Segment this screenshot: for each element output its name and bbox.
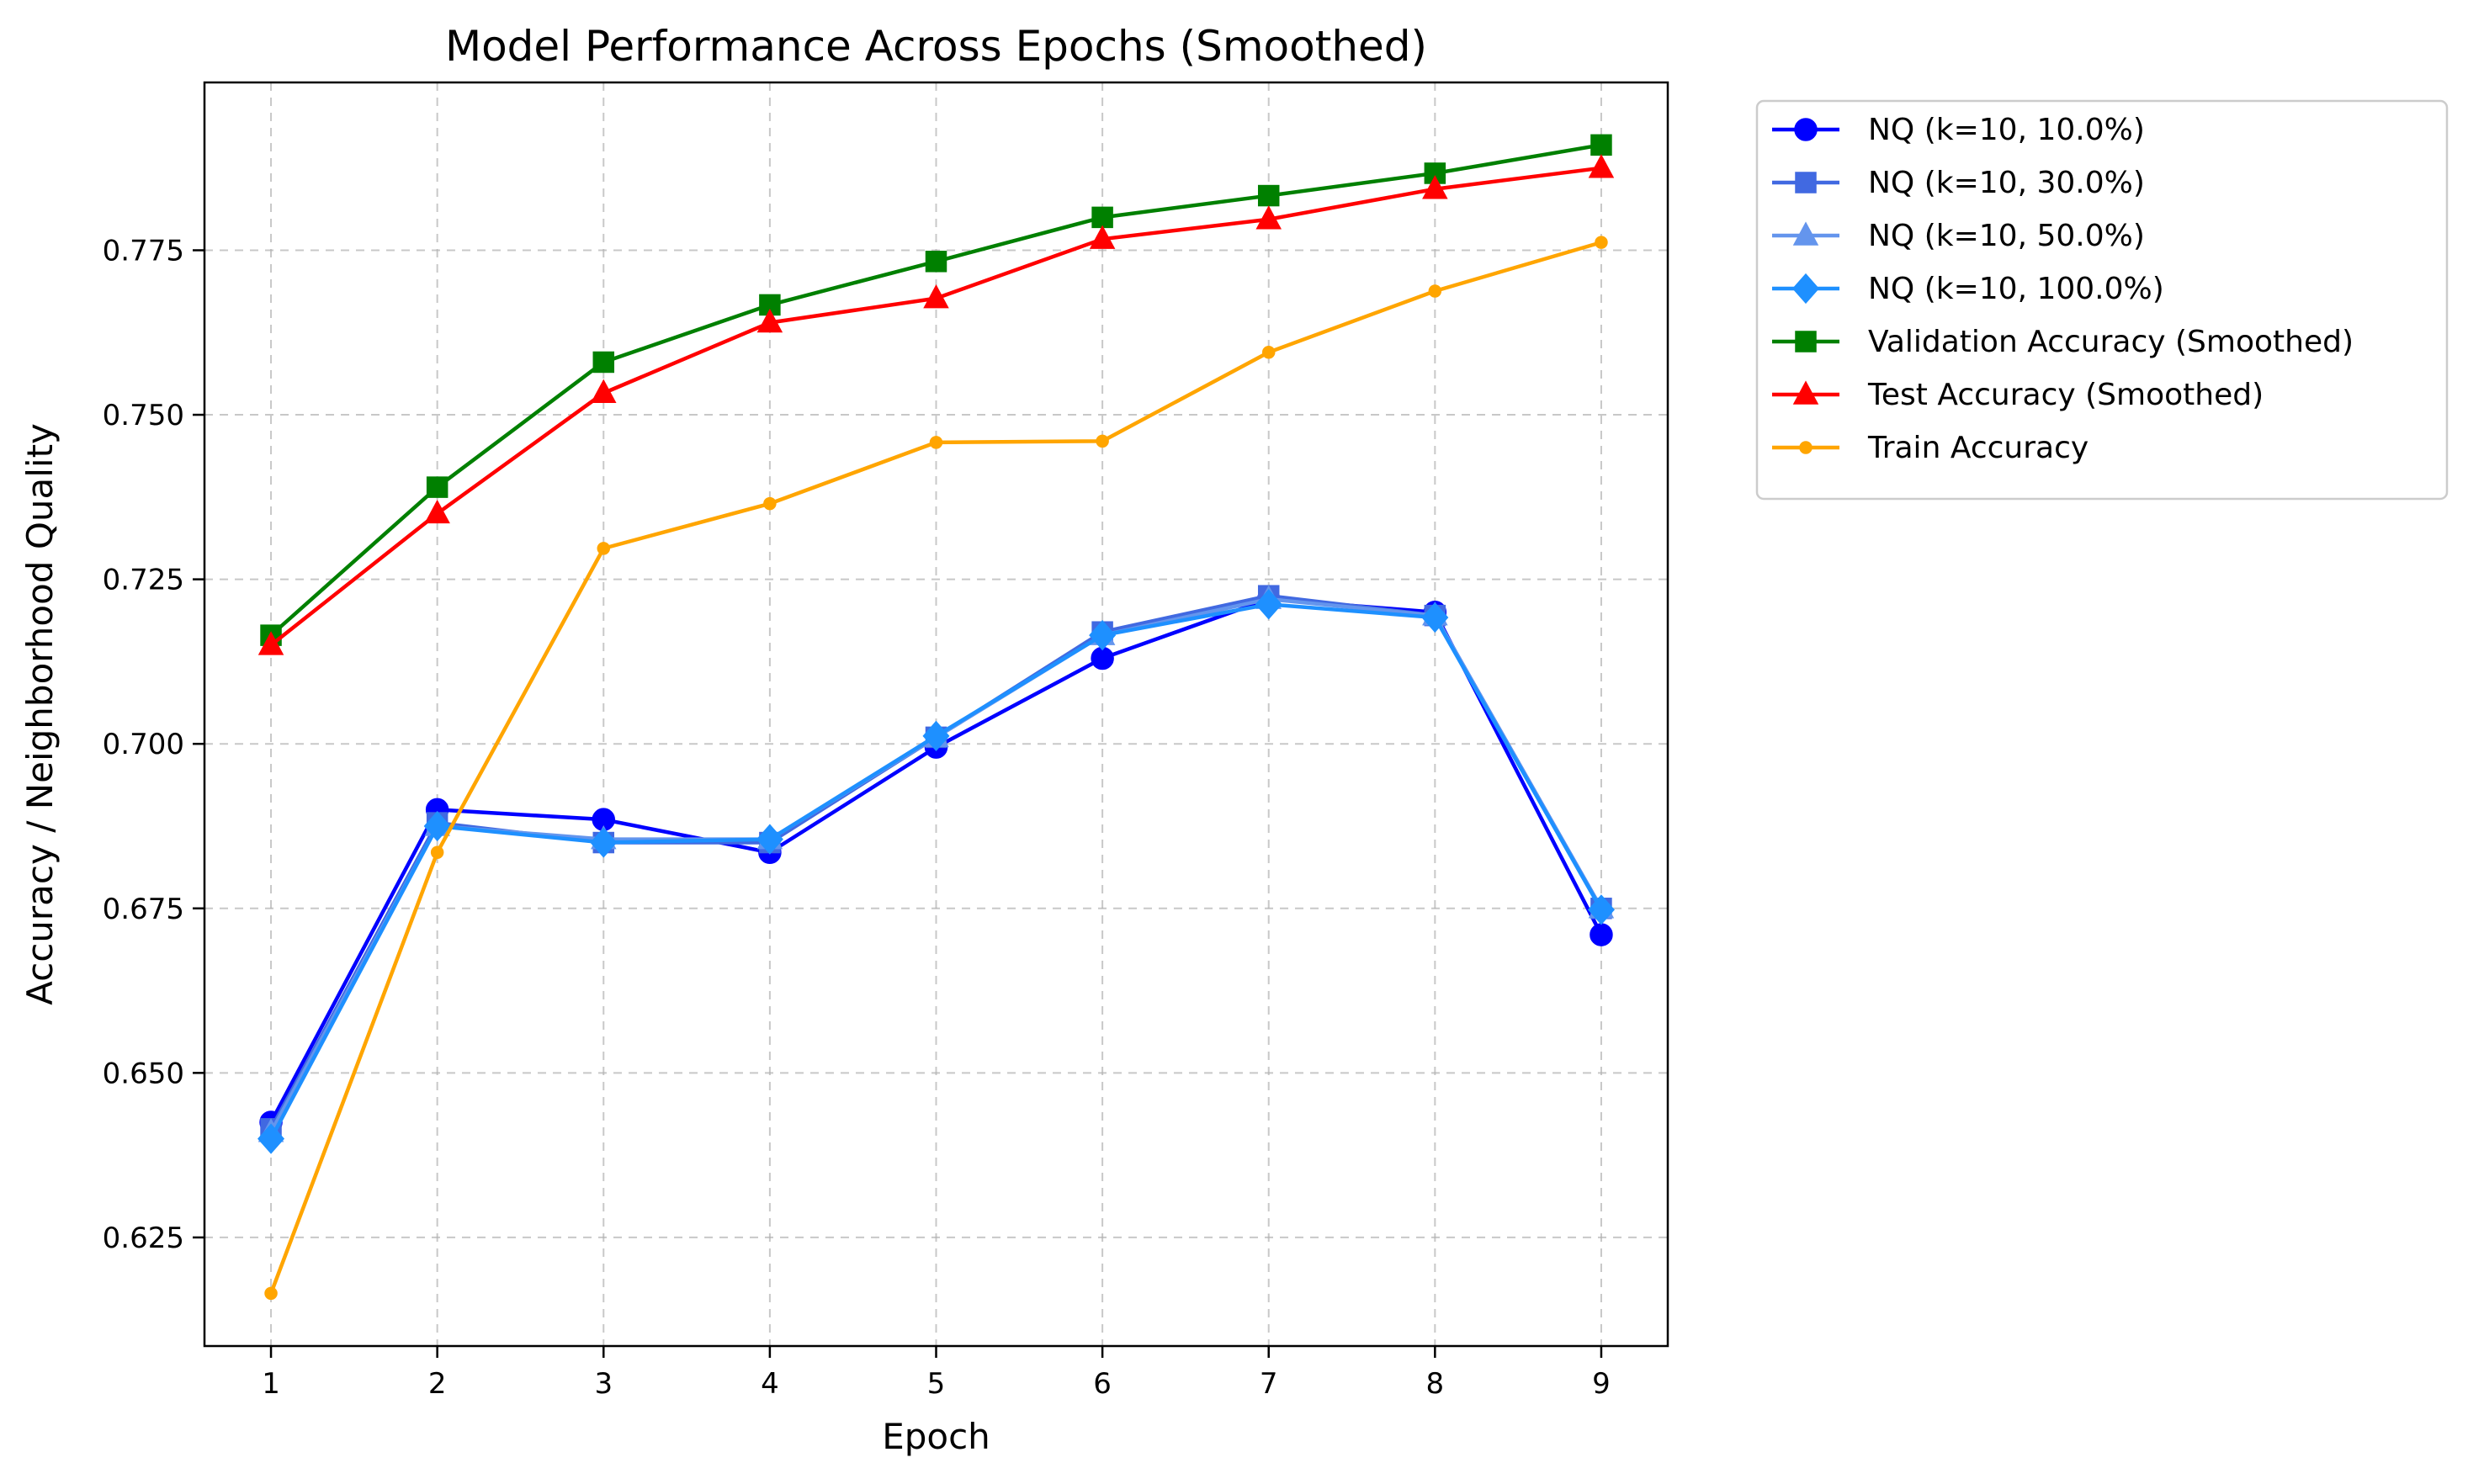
data-point xyxy=(592,351,615,374)
x-tick-label: 1 xyxy=(262,1367,280,1401)
x-tick-label: 4 xyxy=(761,1367,779,1401)
data-point xyxy=(257,631,284,655)
legend-label: NQ (k=10, 50.0%) xyxy=(1868,219,2145,253)
legend: NQ (k=10, 10.0%) NQ (k=10, 30.0%) NQ (k=10… xyxy=(1755,99,2449,501)
data-point xyxy=(591,379,617,403)
data-point xyxy=(1595,236,1608,249)
x-tick-label: 6 xyxy=(1093,1367,1112,1401)
x-tick-label: 3 xyxy=(594,1367,613,1401)
data-point xyxy=(1587,894,1615,925)
data-point xyxy=(922,720,950,751)
data-point xyxy=(1421,602,1449,633)
legend-marker xyxy=(1792,380,1819,405)
x-tick-label: 5 xyxy=(927,1367,946,1401)
data-point xyxy=(1089,619,1117,651)
legend-label: Validation Accuracy (Smoothed) xyxy=(1868,325,2354,359)
legend-marker xyxy=(1795,172,1817,193)
data-point xyxy=(923,284,949,309)
y-tick-label: 0.625 xyxy=(103,1222,184,1255)
data-point xyxy=(1422,175,1448,199)
x-tick-label: 9 xyxy=(1592,1367,1611,1401)
legend-item: NQ (k=10, 50.0%) xyxy=(1772,219,2145,253)
data-point xyxy=(1257,184,1280,207)
data-point xyxy=(1089,225,1116,249)
data-point xyxy=(763,496,777,511)
legend-box xyxy=(1755,99,2449,501)
data-point xyxy=(590,827,618,858)
legend-item: NQ (k=10, 10.0%) xyxy=(1772,113,2145,147)
data-point xyxy=(1590,923,1613,946)
data-point xyxy=(1255,589,1282,620)
data-point xyxy=(929,436,943,449)
y-tick-label: 0.650 xyxy=(103,1057,184,1090)
series-4 xyxy=(257,589,1615,1154)
data-point xyxy=(424,499,450,524)
y-tick-label: 0.725 xyxy=(103,564,184,597)
y-tick-label: 0.675 xyxy=(103,893,184,926)
data-point xyxy=(430,845,444,860)
legend-item: Train Accuracy xyxy=(1772,431,2089,465)
legend-marker xyxy=(1792,221,1819,246)
data-point xyxy=(264,1286,278,1301)
series-6 xyxy=(257,154,1615,655)
data-point xyxy=(756,308,783,333)
x-tick-label: 2 xyxy=(428,1367,447,1401)
y-axis-label: Accuracy / Neighborhood Quality xyxy=(19,423,61,1005)
chart-title: Model Performance Across Epochs (Smoothe… xyxy=(445,22,1427,71)
legend-marker xyxy=(1794,118,1818,141)
data-point xyxy=(1590,134,1612,156)
data-point xyxy=(1255,205,1282,230)
y-tick-label: 0.700 xyxy=(103,728,184,761)
data-point xyxy=(1096,434,1109,448)
data-point xyxy=(597,542,611,555)
data-point xyxy=(423,810,451,842)
data-point xyxy=(1428,284,1442,298)
data-point xyxy=(925,251,947,273)
legend-label: NQ (k=10, 10.0%) xyxy=(1868,113,2145,147)
legend-item: Validation Accuracy (Smoothed) xyxy=(1772,325,2354,359)
data-point xyxy=(257,1123,285,1154)
x-tick-label: 7 xyxy=(1260,1367,1278,1401)
data-point xyxy=(1091,206,1113,229)
data-point xyxy=(1588,154,1615,178)
legend-label: Test Accuracy (Smoothed) xyxy=(1867,378,2264,412)
x-tick-label: 8 xyxy=(1426,1367,1445,1401)
series-7 xyxy=(264,236,1608,1301)
y-tick-label: 0.750 xyxy=(103,399,184,432)
y-tick-label: 0.775 xyxy=(103,234,184,268)
legend-label: Train Accuracy xyxy=(1867,431,2089,465)
series-layer xyxy=(257,134,1615,1301)
data-point xyxy=(426,476,448,498)
legend-label: NQ (k=10, 100.0%) xyxy=(1868,272,2164,306)
legend-marker xyxy=(1791,273,1820,305)
legend-item: Test Accuracy (Smoothed) xyxy=(1772,378,2264,412)
legend-marker xyxy=(1795,331,1817,352)
data-point xyxy=(756,824,783,855)
legend-label: NQ (k=10, 30.0%) xyxy=(1868,166,2145,200)
axis-ticks: 1 2 3 4 5 6 7 8 9 0.625 0.650 0.675 0.700 0.725 0.750 0… xyxy=(103,234,1611,1401)
legend-item: NQ (k=10, 100.0%) xyxy=(1772,272,2164,306)
data-point xyxy=(1261,345,1276,359)
legend-marker xyxy=(1799,441,1813,454)
data-point xyxy=(1091,646,1114,670)
legend-item: NQ (k=10, 30.0%) xyxy=(1772,166,2145,200)
x-axis-label: Epoch xyxy=(882,1416,990,1457)
